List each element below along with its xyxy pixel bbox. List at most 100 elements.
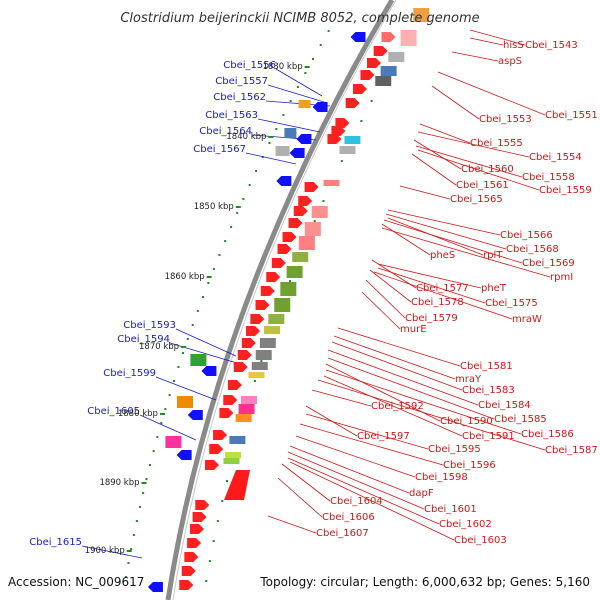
gene-label-forward[interactable]: Cbei_1595	[428, 444, 481, 455]
gene-feature-block[interactable]	[229, 436, 246, 444]
forward-gene-arrow[interactable]	[381, 32, 396, 42]
gene-label-forward[interactable]: mraW	[512, 314, 542, 325]
forward-gene-arrow[interactable]	[304, 182, 319, 192]
forward-gene-arrow[interactable]	[189, 524, 204, 534]
gene-label-forward[interactable]: Cbei_1560	[461, 164, 514, 175]
forward-gene-arrow[interactable]	[266, 272, 281, 282]
gene-feature-block[interactable]	[280, 282, 297, 296]
gene-label-forward[interactable]: Cbei_1554	[529, 152, 582, 163]
gene-label-forward[interactable]: Cbei_1586	[521, 429, 574, 440]
gene-feature-block[interactable]	[298, 236, 315, 250]
forward-gene-arrow[interactable]	[223, 395, 238, 405]
forward-gene-arrow[interactable]	[250, 314, 265, 324]
gene-label-reverse[interactable]: Cbei_1599	[103, 368, 156, 379]
gene-label-reverse[interactable]: Cbei_1615	[29, 537, 82, 548]
forward-gene-arrow[interactable]	[213, 430, 228, 440]
gene-feature-block[interactable]	[311, 206, 328, 218]
gene-label-forward[interactable]: Cbei_1606	[322, 512, 375, 523]
gene-label-forward[interactable]: aspS	[498, 56, 522, 67]
reverse-gene-arrow[interactable]	[176, 450, 192, 460]
gene-label-forward[interactable]: Cbei_1558	[522, 172, 575, 183]
forward-gene-arrow[interactable]	[187, 538, 202, 548]
gene-label-forward[interactable]: Cbei_1584	[478, 400, 531, 411]
gene-label-forward[interactable]: Cbei_1569	[522, 258, 575, 269]
forward-gene-arrow[interactable]	[345, 98, 360, 108]
gene-feature-block[interactable]	[388, 52, 405, 62]
reverse-gene-arrow[interactable]	[296, 134, 312, 144]
gene-label-forward[interactable]: Cbei_1566	[500, 230, 553, 241]
gene-label-forward[interactable]: Cbei_1607	[316, 528, 369, 539]
gene-label-forward[interactable]: Cbei_1581	[460, 361, 513, 372]
forward-gene-arrow[interactable]	[227, 380, 242, 390]
gene-label-forward[interactable]: Cbei_1551	[545, 110, 598, 121]
reverse-gene-block[interactable]	[298, 100, 311, 108]
gene-label-reverse[interactable]: Cbei_1594	[117, 334, 170, 345]
gene-feature-block[interactable]	[274, 298, 291, 312]
gene-label-forward[interactable]: Cbei_1602	[439, 519, 492, 530]
forward-gene-arrow[interactable]	[179, 580, 194, 590]
forward-gene-arrow[interactable]	[181, 566, 196, 576]
gene-label-forward[interactable]: Cbei_1604	[330, 496, 383, 507]
gene-feature-block[interactable]	[304, 222, 321, 236]
gene-label-forward[interactable]: Cbei_1598	[415, 472, 468, 483]
gene-label-forward[interactable]: rplT	[483, 250, 503, 261]
gene-feature-block[interactable]	[251, 362, 268, 370]
forward-gene-arrow[interactable]	[335, 118, 350, 128]
gene-feature-block[interactable]	[248, 372, 265, 378]
gene-label-forward[interactable]: Cbei_1596	[443, 460, 496, 471]
gene-feature-block[interactable]	[225, 452, 242, 458]
reverse-gene-arrow[interactable]	[201, 366, 217, 376]
gene-feature-block[interactable]	[380, 66, 397, 76]
gene-label-forward[interactable]: Cbei_1568	[506, 244, 559, 255]
forward-gene-arrow[interactable]	[219, 408, 234, 418]
forward-gene-arrow[interactable]	[233, 362, 248, 372]
gene-label-forward[interactable]: Cbei_1590	[440, 416, 493, 427]
reverse-gene-arrow[interactable]	[147, 582, 163, 592]
forward-gene-arrow[interactable]	[373, 46, 388, 56]
gene-feature-block[interactable]	[238, 404, 255, 414]
forward-gene-arrow[interactable]	[277, 244, 292, 254]
gene-label-forward[interactable]: Cbei_1585	[494, 414, 547, 425]
gene-label-forward[interactable]: Cbei_1587	[545, 445, 598, 456]
gene-label-forward[interactable]: hisS	[503, 40, 524, 51]
forward-gene-arrow[interactable]	[327, 134, 342, 144]
gene-label-reverse[interactable]: Cbei_1593	[123, 320, 176, 331]
forward-gene-arrow[interactable]	[360, 70, 375, 80]
gene-label-forward[interactable]: Cbei_1561	[456, 180, 509, 191]
forward-gene-arrow[interactable]	[205, 460, 220, 470]
gene-feature-block[interactable]	[286, 266, 303, 278]
gene-label-forward[interactable]: Cbei_1565	[450, 194, 503, 205]
gene-label-reverse[interactable]: Cbei_1605	[87, 406, 140, 417]
gene-label-forward[interactable]: Cbei_1577	[416, 283, 469, 294]
forward-gene-arrow[interactable]	[241, 338, 256, 348]
gene-label-reverse[interactable]: Cbei_1567	[193, 144, 246, 155]
forward-gene-arrow[interactable]	[192, 512, 207, 522]
gene-label-forward[interactable]: Cbei_1592	[371, 401, 424, 412]
gene-label-forward[interactable]: rpmI	[550, 272, 573, 283]
gene-label-forward[interactable]: Cbei_1555	[470, 138, 523, 149]
reverse-gene-block[interactable]	[275, 146, 290, 156]
forward-gene-arrow[interactable]	[288, 218, 303, 228]
forward-gene-arrow[interactable]	[209, 444, 224, 454]
reverse-gene-block[interactable]	[284, 128, 297, 138]
gene-feature-block[interactable]	[259, 338, 276, 348]
gene-feature-block[interactable]	[264, 326, 281, 334]
reverse-gene-block[interactable]	[176, 396, 193, 408]
gene-label-forward[interactable]: pheT	[481, 283, 507, 294]
forward-gene-arrow[interactable]	[260, 286, 275, 296]
forward-gene-arrow[interactable]	[195, 500, 210, 510]
reverse-gene-arrow[interactable]	[312, 102, 328, 112]
forward-gene-arrow[interactable]	[366, 58, 381, 68]
forward-gene-arrow[interactable]	[293, 206, 308, 216]
forward-gene-arrow[interactable]	[246, 326, 261, 336]
forward-gene-arrow[interactable]	[282, 232, 297, 242]
gene-feature-block[interactable]	[223, 458, 240, 464]
gene-feature-block[interactable]	[323, 180, 340, 186]
gene-feature-block[interactable]	[344, 136, 361, 144]
gene-label-reverse[interactable]: Cbei_1563	[205, 110, 258, 121]
gene-label-forward[interactable]: Cbei_1559	[539, 185, 592, 196]
reverse-gene-arrow[interactable]	[187, 410, 203, 420]
gene-label-forward[interactable]: Cbei_1553	[479, 114, 532, 125]
gene-label-forward[interactable]: dapF	[409, 488, 434, 499]
gene-label-forward[interactable]: Cbei_1543	[525, 40, 578, 51]
